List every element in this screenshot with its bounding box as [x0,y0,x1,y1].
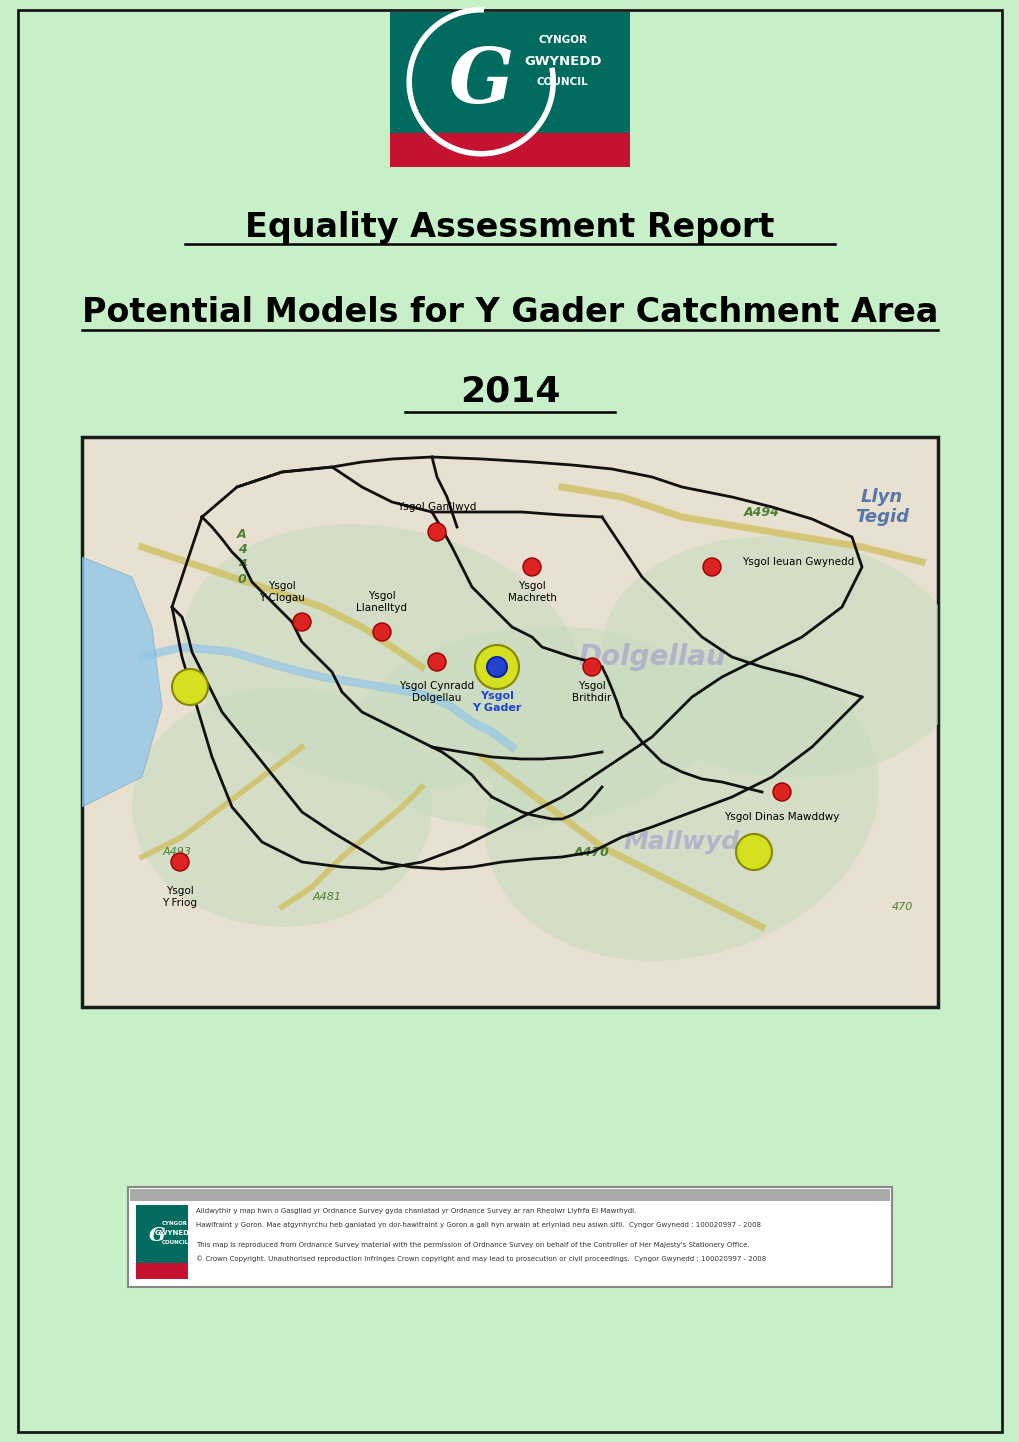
Circle shape [373,623,390,642]
Bar [136,1206,187,1263]
Text: Ysgol
Y Friog: Ysgol Y Friog [162,887,198,908]
Polygon shape [82,557,162,808]
Text: A481: A481 [312,893,341,903]
Bar [389,12,630,133]
Bar [136,1263,187,1279]
Ellipse shape [131,686,432,927]
Ellipse shape [353,626,711,828]
Circle shape [523,558,540,575]
Circle shape [172,669,208,705]
Text: © Crown Copyright. Unauthorised reproduction infringes Crown copyright and may l: © Crown Copyright. Unauthorised reproduc… [196,1256,765,1262]
Text: Mallwyd: Mallwyd [624,831,740,854]
Text: Ysgol Cynradd
Dolgellau: Ysgol Cynradd Dolgellau [399,681,474,702]
Circle shape [428,523,445,541]
Text: A470: A470 [574,845,609,858]
Circle shape [171,854,189,871]
Text: 2014: 2014 [460,375,559,410]
Text: Ysgol
Brithdir: Ysgol Brithdir [572,681,611,702]
Text: Hawlfraint y Goron. Mae atgynhyrchu heb ganiatad yn dor-hawlfraint y Goron a gal: Hawlfraint y Goron. Mae atgynhyrchu heb … [196,1221,760,1229]
Bar [82,437,937,1007]
Circle shape [583,658,600,676]
Text: Dolgellau: Dolgellau [578,643,726,671]
Circle shape [772,783,790,800]
Circle shape [486,658,506,676]
Text: Ysgol Dinas Mawddwy: Ysgol Dinas Mawddwy [723,812,839,822]
Circle shape [428,653,445,671]
Bar [127,1187,892,1288]
Circle shape [702,558,720,575]
Text: CYNGOR: CYNGOR [538,35,587,45]
Text: Potential Models for Y Gader Catchment Area: Potential Models for Y Gader Catchment A… [82,296,937,329]
Text: This map is reproduced from Ordnance Survey material with the permission of Ordn: This map is reproduced from Ordnance Sur… [196,1242,749,1247]
Text: Ysgol
Y Clogau: Ysgol Y Clogau [259,581,305,603]
Circle shape [736,833,771,870]
Bar [389,133,630,167]
Text: COUNCIL: COUNCIL [161,1240,189,1244]
Text: G: G [149,1227,165,1244]
Text: COUNCIL: COUNCIL [536,76,588,87]
Text: Aildwythir y map hwn o Gasgliad yr Ordnance Survey gyda chaniatad yr Ordnance Su: Aildwythir y map hwn o Gasgliad yr Ordna… [196,1208,636,1214]
Text: 470: 470 [891,903,912,911]
Circle shape [292,613,311,632]
Circle shape [475,645,519,689]
Text: GWYNEDD: GWYNEDD [524,55,601,68]
Text: A493: A493 [162,846,192,857]
Text: Ysgol Ganllwyd: Ysgol Ganllwyd [397,502,476,512]
Text: A
4
4
0: A 4 4 0 [237,528,247,585]
Ellipse shape [484,653,878,960]
Text: G: G [448,45,514,118]
Text: CYNGOR: CYNGOR [162,1221,187,1226]
Text: Ysgol
Llanelltyd: Ysgol Llanelltyd [357,591,408,613]
Text: Ysgol Ieuan Gwynedd: Ysgol Ieuan Gwynedd [741,557,854,567]
Text: GWYNEDD: GWYNEDD [155,1230,195,1236]
Text: A494: A494 [743,506,780,519]
Text: Equality Assessment Report: Equality Assessment Report [246,211,773,244]
Text: Ysgol
Y Gader: Ysgol Y Gader [472,691,521,712]
Text: Ysgol
Machreth: Ysgol Machreth [507,581,556,603]
Ellipse shape [602,536,961,777]
Bar [129,1190,890,1201]
Ellipse shape [183,525,580,790]
Text: Llyn
Tegid: Llyn Tegid [854,487,908,526]
